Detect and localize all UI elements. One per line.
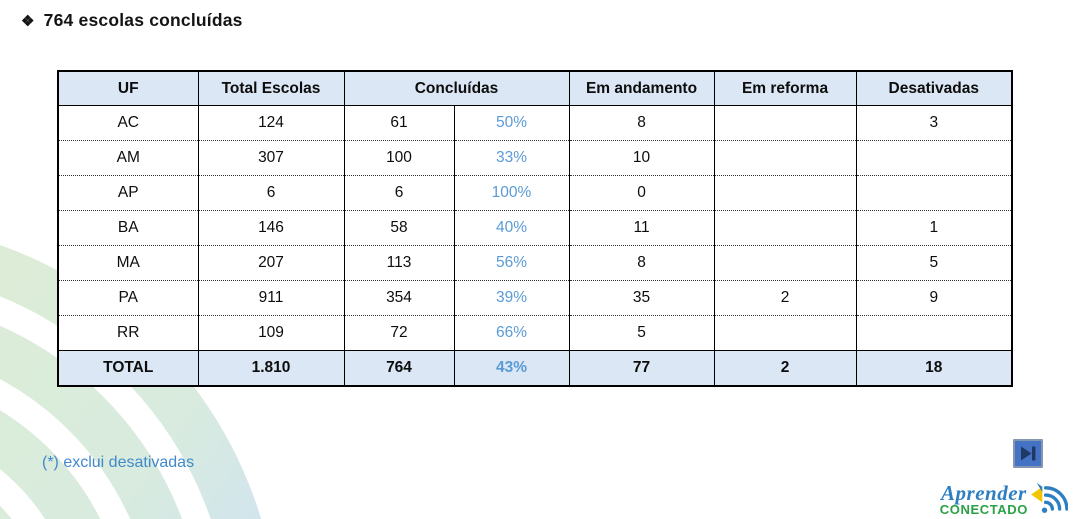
cell-uf: AC bbox=[57, 105, 199, 141]
cell-pct-total: 43% bbox=[453, 350, 570, 387]
cell-andamento: 8 bbox=[568, 245, 715, 281]
skip-forward-icon bbox=[1021, 446, 1036, 461]
cell-total-total: 1.810 bbox=[197, 350, 345, 387]
cell-uf: PA bbox=[57, 280, 199, 316]
col-header-total-escolas: Total Escolas bbox=[197, 70, 345, 106]
cell-total: 146 bbox=[197, 210, 345, 246]
col-header-em-andamento: Em andamento bbox=[568, 70, 715, 106]
cell-uf-total: TOTAL bbox=[57, 350, 199, 387]
cell-desativadas: 3 bbox=[855, 105, 1013, 141]
table-row: MA 207 113 56% 8 5 bbox=[57, 245, 1013, 281]
cell-uf: RR bbox=[57, 315, 199, 351]
table-row: AP 6 6 100% 0 bbox=[57, 175, 1013, 211]
cell-uf: AM bbox=[57, 140, 199, 176]
cell-reforma bbox=[713, 315, 857, 351]
cell-reforma bbox=[713, 210, 857, 246]
cell-desativadas bbox=[855, 315, 1013, 351]
col-header-uf: UF bbox=[57, 70, 199, 106]
cell-andamento: 11 bbox=[568, 210, 715, 246]
next-slide-button[interactable] bbox=[1013, 439, 1043, 468]
slide-title: ❖ 764 escolas concluídas bbox=[21, 10, 243, 31]
cell-concluidas: 72 bbox=[343, 315, 455, 351]
cell-pct: 40% bbox=[453, 210, 570, 246]
cell-total: 109 bbox=[197, 315, 345, 351]
footnote: (*) exclui desativadas bbox=[42, 454, 195, 471]
cell-uf: MA bbox=[57, 245, 199, 281]
diamond-bullet-icon: ❖ bbox=[21, 12, 35, 30]
cell-pct: 56% bbox=[453, 245, 570, 281]
cell-pct: 50% bbox=[453, 105, 570, 141]
aprender-conectado-logo: Aprender CONECTADO bbox=[940, 480, 1068, 518]
col-header-em-reforma: Em reforma bbox=[713, 70, 857, 106]
cell-reforma bbox=[713, 245, 857, 281]
cell-desativadas: 1 bbox=[855, 210, 1013, 246]
table-row: AC 124 61 50% 8 3 bbox=[57, 105, 1013, 141]
table-row: BA 146 58 40% 11 1 bbox=[57, 210, 1013, 246]
cell-concluidas: 6 bbox=[343, 175, 455, 211]
cell-uf: BA bbox=[57, 210, 199, 246]
schools-table: UF Total Escolas Concluídas Em andamento… bbox=[57, 70, 1014, 387]
col-header-concluidas: Concluídas bbox=[343, 70, 570, 106]
cell-concluidas: 61 bbox=[343, 105, 455, 141]
col-header-desativadas: Desativadas bbox=[855, 70, 1013, 106]
cell-reforma bbox=[713, 175, 857, 211]
cell-concluidas: 354 bbox=[343, 280, 455, 316]
cell-desativadas-total: 18 bbox=[855, 350, 1013, 387]
cell-andamento-total: 77 bbox=[568, 350, 715, 387]
cell-pct: 33% bbox=[453, 140, 570, 176]
cell-total: 6 bbox=[197, 175, 345, 211]
cell-andamento: 35 bbox=[568, 280, 715, 316]
cell-pct: 66% bbox=[453, 315, 570, 351]
cell-reforma-total: 2 bbox=[713, 350, 857, 387]
cell-concluidas: 58 bbox=[343, 210, 455, 246]
cell-total: 124 bbox=[197, 105, 345, 141]
slide-title-text: 764 escolas concluídas bbox=[43, 10, 243, 30]
cell-concluidas-total: 764 bbox=[343, 350, 455, 387]
table-total-row: TOTAL 1.810 764 43% 77 2 18 bbox=[57, 350, 1013, 387]
logo-conectado-text: CONECTADO bbox=[939, 501, 1028, 517]
cell-reforma bbox=[713, 105, 857, 141]
logo-text: Aprender CONECTADO bbox=[939, 480, 1028, 517]
cell-uf: AP bbox=[57, 175, 199, 211]
table-row: RR 109 72 66% 5 bbox=[57, 315, 1013, 351]
cell-andamento: 10 bbox=[568, 140, 715, 176]
megaphone-wifi-icon bbox=[1031, 482, 1068, 513]
cell-total: 207 bbox=[197, 245, 345, 281]
cell-total: 307 bbox=[197, 140, 345, 176]
table-row: PA 911 354 39% 35 2 9 bbox=[57, 280, 1013, 316]
cell-concluidas: 100 bbox=[343, 140, 455, 176]
cell-andamento: 0 bbox=[568, 175, 715, 211]
cell-concluidas: 113 bbox=[343, 245, 455, 281]
cell-desativadas: 9 bbox=[855, 280, 1013, 316]
cell-pct: 100% bbox=[453, 175, 570, 211]
table-row: AM 307 100 33% 10 bbox=[57, 140, 1013, 176]
cell-desativadas: 5 bbox=[855, 245, 1013, 281]
cell-desativadas bbox=[855, 175, 1013, 211]
cell-reforma: 2 bbox=[713, 280, 857, 316]
cell-pct: 39% bbox=[453, 280, 570, 316]
table-header-row: UF Total Escolas Concluídas Em andamento… bbox=[57, 70, 1013, 106]
cell-andamento: 5 bbox=[568, 315, 715, 351]
cell-desativadas bbox=[855, 140, 1013, 176]
cell-total: 911 bbox=[197, 280, 345, 316]
logo-aprender-text: Aprender bbox=[941, 480, 1027, 505]
cell-andamento: 8 bbox=[568, 105, 715, 141]
cell-reforma bbox=[713, 140, 857, 176]
